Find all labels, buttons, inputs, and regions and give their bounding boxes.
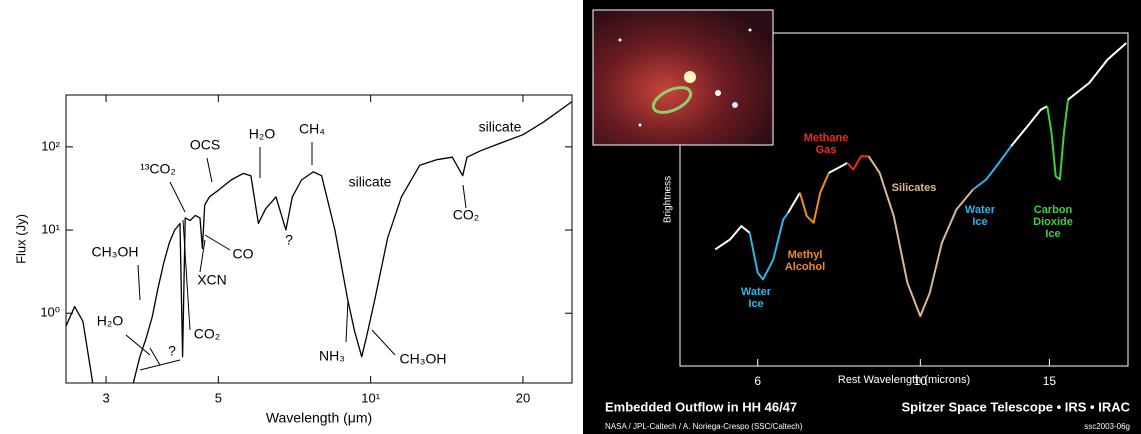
annotation: OCS (190, 137, 220, 153)
series-group (714, 42, 1127, 318)
spectrum-line (1010, 105, 1048, 147)
star (684, 71, 696, 83)
y-tick-label: 10² (41, 138, 60, 153)
star (618, 38, 622, 42)
leader-line (182, 219, 191, 331)
annotation: CO (233, 246, 254, 262)
spectrum-line (798, 172, 830, 224)
caption-credit: NASA / JPL-Caltech / A. Noriega-Crespo (… (605, 422, 803, 431)
x-axis-label: Wavelength (μm) (266, 410, 372, 426)
annotation: ? (285, 232, 293, 248)
segment-label: Methane (804, 132, 849, 144)
spectrum-line (846, 155, 869, 171)
caption-title: Embedded Outflow in HH 46/47 (605, 399, 797, 414)
segment-label: Water (741, 286, 772, 298)
segment-label: Ice (1045, 228, 1060, 240)
segment-label: Water (965, 204, 996, 216)
leader-line (199, 239, 206, 273)
segment-label: Ice (748, 298, 763, 310)
annotation: H₂O (97, 313, 124, 329)
star (732, 102, 738, 108)
spectrum-line (714, 225, 751, 251)
leader-line (125, 334, 151, 356)
star (715, 90, 721, 96)
spectrum-line (787, 192, 801, 214)
leader-line (149, 347, 161, 366)
segment-label: Dioxide (1033, 216, 1073, 228)
annotation: CO₂ (453, 207, 479, 223)
spectrum-line (972, 145, 1012, 191)
leader-line (206, 157, 213, 183)
outflow (651, 86, 693, 114)
inset-frame (592, 9, 774, 146)
annotation: H₂O (249, 126, 276, 142)
annotation: silicate (479, 119, 522, 135)
leader-line (137, 264, 141, 301)
inset-image (592, 9, 774, 146)
annotation: ¹³CO₂ (140, 161, 176, 177)
leader-line (371, 329, 396, 356)
spectrum-line (1067, 42, 1127, 101)
segment-label: Silicates (892, 182, 937, 194)
leader-line (462, 184, 467, 209)
star (748, 28, 752, 32)
segment-label: Ice (972, 216, 987, 228)
spectrum-line (66, 101, 572, 383)
spectrum-line (748, 212, 789, 281)
segment-label: Carbon (1034, 204, 1073, 216)
annotation: CO₂ (194, 326, 220, 342)
annotation: XCN (197, 272, 227, 288)
x-tick-label: 10 (914, 374, 928, 388)
x-tick-label: 5 (215, 390, 222, 405)
x-tick-label: 20 (516, 390, 530, 405)
y-tick-label: 10¹ (41, 221, 60, 236)
leader-line (204, 234, 231, 251)
segment-label: Alcohol (785, 261, 825, 273)
series-group (66, 101, 572, 383)
caption-mission: Spitzer Space Telescope • IRS • IRAC (902, 399, 1131, 414)
y-axis-label: Brightness (663, 176, 674, 223)
caption-id: ssc2003-06g (1084, 422, 1130, 431)
segment-label: Gas (816, 144, 837, 156)
leader-line (169, 181, 186, 213)
annotation: CH₃OH (400, 351, 447, 367)
leader-line (345, 299, 349, 343)
x-tick-label: 6 (754, 374, 761, 388)
y-axis-label: Flux (Jy) (13, 214, 28, 264)
x-tick-label: 3 (102, 390, 109, 405)
annotation: silicate (349, 174, 392, 190)
annotation: NH₃ (319, 348, 345, 364)
plot-frame (65, 94, 573, 384)
leader-line (139, 359, 181, 371)
segment-label: Methyl (788, 249, 823, 261)
plot-frame (679, 32, 1129, 367)
star (638, 123, 642, 127)
spectrum-line (828, 162, 848, 174)
x-tick-label: 15 (1043, 374, 1057, 388)
annotation: ? (168, 343, 176, 359)
annotation: CH₄ (299, 121, 325, 137)
x-tick-label: 10¹ (361, 390, 380, 405)
spectrum-line (1046, 99, 1069, 181)
y-tick-label: 10⁰ (40, 305, 60, 320)
x-axis-label: Rest Wavelength (microns) (838, 374, 970, 386)
spectrum-line (867, 155, 974, 318)
annotation: CH₃OH (92, 244, 139, 260)
